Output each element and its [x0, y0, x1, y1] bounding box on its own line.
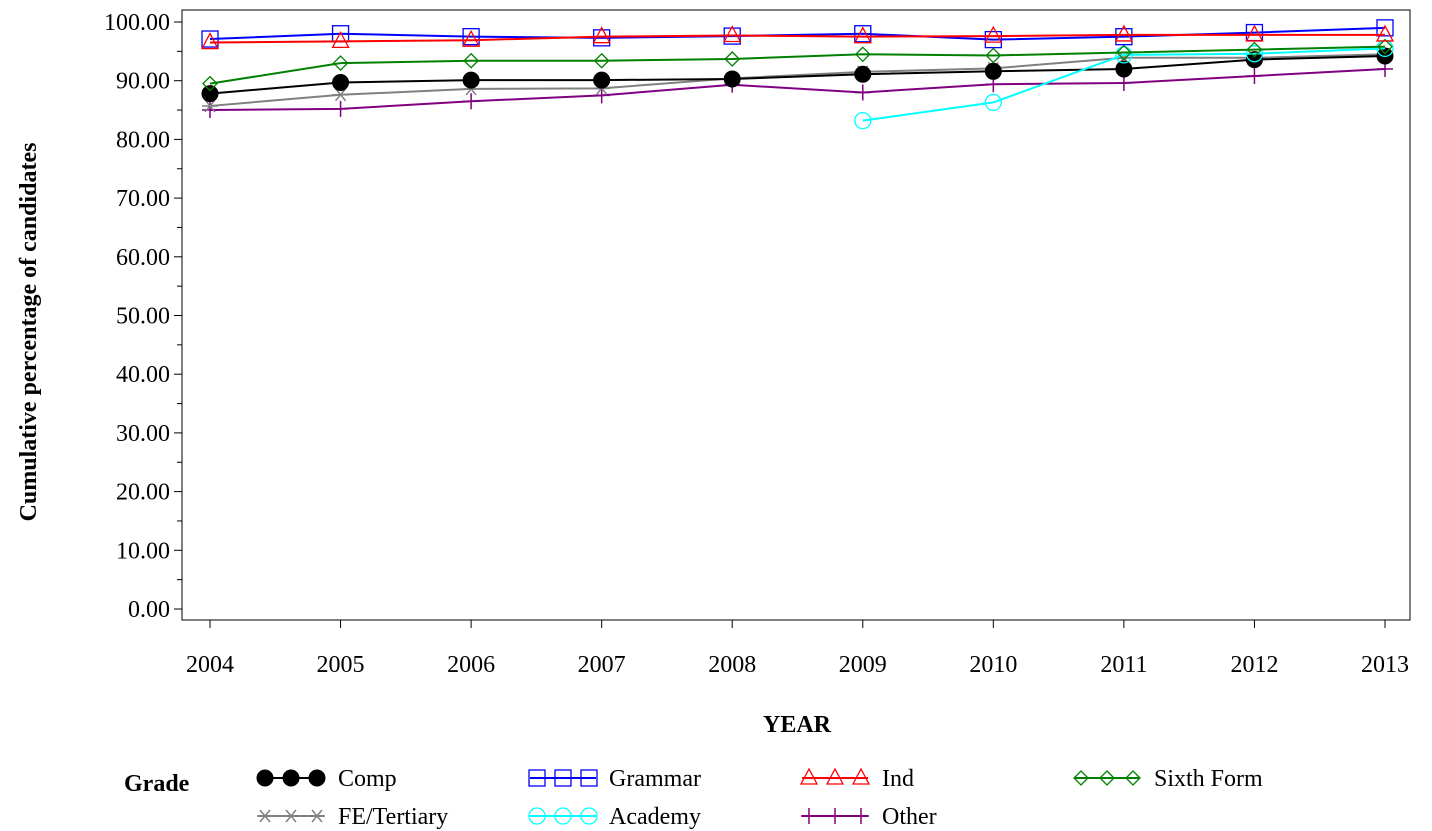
data-point-other: [333, 101, 349, 117]
legend-swatch-marker: [283, 770, 299, 786]
series-layer: [202, 20, 1393, 129]
legend-title: Grade: [124, 771, 190, 797]
y-tick-label: 0.00: [128, 597, 170, 623]
legend-label: Comp: [338, 766, 397, 792]
data-point-comp: [594, 72, 610, 88]
legend-swatch-marker: [853, 808, 869, 824]
legend-item-ind: Ind: [801, 766, 914, 792]
data-point-other: [1246, 68, 1262, 84]
legend-swatch-marker: [309, 810, 325, 822]
data-point-comp: [724, 71, 740, 87]
y-tick-label: 80.00: [116, 127, 170, 153]
legend-label: Other: [882, 804, 937, 830]
x-tick-label: 2008: [708, 652, 756, 678]
data-point-comp: [202, 86, 218, 102]
plot-area-frame: [182, 10, 1410, 620]
legend-label: FE/Tertiary: [338, 804, 448, 830]
legend-item-grammar: Grammar: [529, 766, 701, 792]
y-tick-label: 40.00: [116, 362, 170, 388]
x-tick-label: 2006: [447, 652, 495, 678]
y-tick-label: 100.00: [104, 10, 170, 36]
x-tick-label: 2004: [186, 652, 234, 678]
data-point-other: [594, 87, 610, 103]
y-tick-label: 70.00: [116, 186, 170, 212]
legend-label: Grammar: [609, 766, 701, 792]
data-point-ind: [855, 28, 871, 43]
series-ind: [202, 26, 1393, 49]
legend-item-academy: Academy: [529, 804, 701, 830]
x-tick-label: 2011: [1100, 652, 1147, 678]
y-tick-label: 90.00: [116, 69, 170, 95]
data-point-other: [855, 84, 871, 100]
y-tick-label: 50.00: [116, 304, 170, 330]
y-tick-label: 30.00: [116, 421, 170, 447]
data-point-comp: [985, 63, 1001, 79]
legend-item-fe-tertiary: FE/Tertiary: [257, 804, 448, 830]
data-point-other: [202, 102, 218, 118]
series-sixth-form: [203, 40, 1392, 91]
legend-swatch-marker: [257, 810, 273, 822]
y-axis-label: Cumulative percentage of candidates: [16, 143, 42, 522]
data-point-comp: [463, 72, 479, 88]
data-point-ind: [202, 34, 218, 49]
x-axis-ticks: 2004 2005 2006 2007 2008 2009 2010 2011 2012 2013: [186, 620, 1409, 678]
legend-swatch-marker: [283, 810, 299, 822]
y-axis-ticks: 0.00 10.00 20.00 30.00 40.00 50.00 60.00 70.00 8…: [104, 10, 182, 623]
legend-item-sixth-form: Sixth Form: [1074, 766, 1263, 792]
series-fe-tertiary: [202, 48, 1393, 112]
legend-label: Sixth Form: [1154, 766, 1263, 792]
legend-item-comp: Comp: [257, 766, 397, 792]
x-tick-label: 2005: [317, 652, 365, 678]
legend-swatch-marker: [853, 769, 869, 784]
legend-swatch-marker: [801, 808, 817, 824]
x-tick-label: 2012: [1230, 652, 1278, 678]
legend-label: Academy: [609, 804, 701, 830]
x-tick-label: 2013: [1361, 652, 1409, 678]
y-tick-label: 10.00: [116, 538, 170, 564]
series-grammar: [202, 20, 1393, 48]
y-tick-label: 60.00: [116, 245, 170, 271]
x-tick-label: 2007: [578, 652, 626, 678]
data-point-ind: [724, 27, 740, 42]
legend-swatch-marker: [827, 769, 843, 784]
series-line-ind: [210, 35, 1385, 43]
series-line-grammar: [210, 28, 1385, 40]
x-tick-label: 2009: [839, 652, 887, 678]
legend: Grade Comp Grammar Ind Sixth Form FE/Tertiar…: [124, 766, 1263, 830]
legend-swatch-marker: [801, 769, 817, 784]
y-tick-label: 20.00: [116, 480, 170, 506]
data-point-comp: [333, 74, 349, 90]
data-point-comp: [855, 66, 871, 82]
x-tick-label: 2010: [969, 652, 1017, 678]
legend-item-other: Other: [801, 804, 937, 830]
legend-swatch-marker: [827, 808, 843, 824]
legend-swatch-marker: [257, 770, 273, 786]
legend-label: Ind: [882, 766, 914, 792]
x-axis-label: YEAR: [763, 712, 832, 738]
legend-swatch-marker: [309, 770, 325, 786]
data-point-other: [463, 93, 479, 109]
data-point-ind: [463, 31, 479, 46]
series-other: [202, 61, 1393, 118]
